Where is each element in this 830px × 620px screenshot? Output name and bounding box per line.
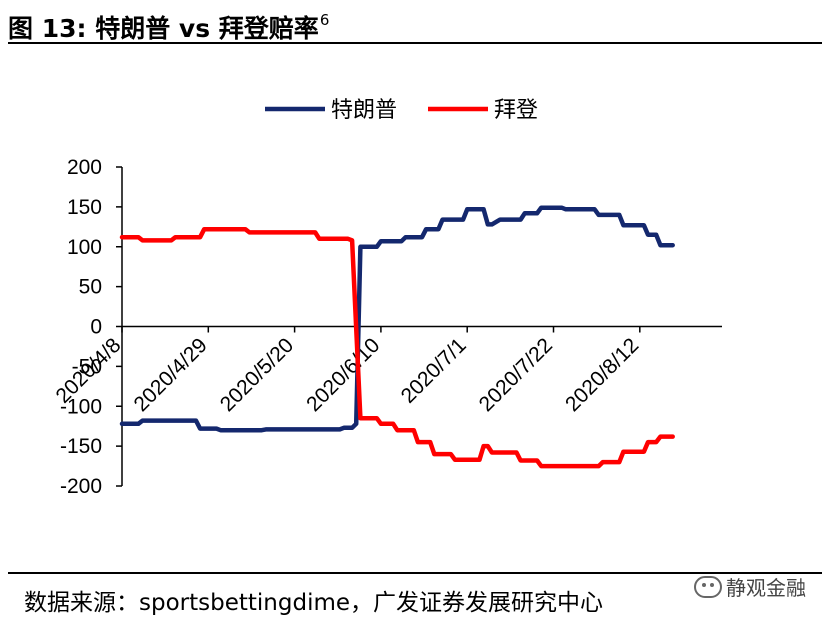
- y-tick-label: 100: [67, 236, 102, 259]
- x-tick-label: 2020/7/1: [397, 334, 471, 408]
- source-note: 数据来源：sportsbettingdime，广发证券发展研究中心: [24, 590, 604, 616]
- legend-label-trump: 特朗普: [331, 98, 397, 123]
- y-tick-label: -100: [60, 395, 102, 418]
- y-tick-label: 200: [67, 156, 102, 179]
- x-tick-label: 2020/4/29: [130, 334, 212, 416]
- x-tick-label: 2020/5/20: [216, 334, 298, 416]
- figure-title-text: 特朗普 vs 拜登赔率: [95, 14, 319, 43]
- x-tick-label: 2020/8/12: [561, 334, 643, 416]
- y-tick-label: -150: [60, 435, 102, 458]
- x-tick-label: 2020/7/22: [475, 334, 557, 416]
- watermark: 静观金融: [694, 572, 806, 601]
- series-line-biden: [119, 226, 675, 469]
- figure-title: 图 13: 特朗普 vs 拜登赔率6: [8, 0, 330, 43]
- wechat-icon: [694, 576, 722, 598]
- footnote-mark: 6: [319, 11, 330, 29]
- series-line-trump: [119, 205, 675, 433]
- y-tick-label: -200: [60, 475, 102, 498]
- figure-label: 图 13:: [8, 14, 87, 43]
- legend-label-biden: 拜登: [494, 98, 538, 123]
- top-rule: [8, 42, 822, 44]
- y-tick-label: 50: [79, 276, 102, 299]
- watermark-text: 静观金融: [726, 576, 806, 600]
- y-tick-label: 0: [90, 316, 102, 339]
- bottom-rule: [8, 572, 822, 574]
- x-tick-label: 2020/6/10: [302, 334, 384, 416]
- y-tick-label: -50: [72, 355, 102, 378]
- y-tick-label: 150: [67, 196, 102, 219]
